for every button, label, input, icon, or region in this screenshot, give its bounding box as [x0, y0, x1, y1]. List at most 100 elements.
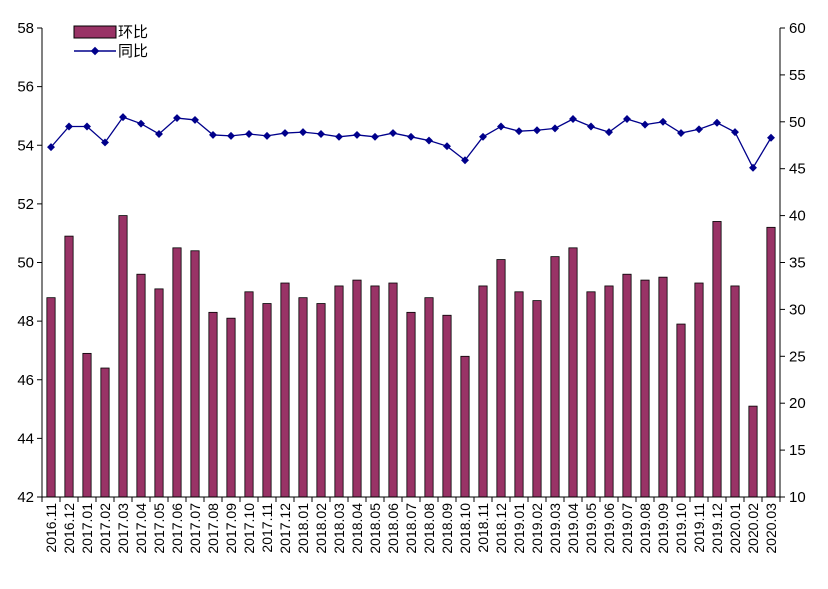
x-tick-label: 2019.07: [619, 503, 635, 554]
bar-mark: [478, 285, 488, 498]
right-tick-label: 40: [789, 208, 806, 225]
line-point: [281, 129, 289, 138]
line-point: [227, 131, 235, 140]
bar-mark: [424, 297, 434, 498]
bar-mark: [226, 317, 236, 498]
left-tick-label: 42: [17, 489, 34, 506]
x-tick-label: 2017.08: [205, 503, 221, 554]
bar-mark: [280, 282, 290, 498]
line-point: [677, 129, 685, 138]
line-point: [353, 130, 361, 139]
left-tick-label: 56: [17, 79, 34, 96]
line-point: [713, 118, 721, 127]
bar-mark: [514, 291, 524, 498]
x-tick-label: 2019.09: [655, 503, 671, 554]
x-tick-label: 2020.03: [763, 503, 779, 554]
x-tick-label: 2019.03: [547, 503, 563, 554]
line-point: [371, 132, 379, 141]
line-point: [335, 132, 343, 141]
bar-mark: [676, 323, 686, 498]
x-tick-label: 2018.02: [313, 503, 329, 554]
x-tick-label: 2018.06: [385, 503, 401, 554]
left-tick-label: 48: [17, 313, 34, 330]
bar-mark: [190, 250, 200, 498]
x-tick-label: 2016.11: [43, 503, 59, 553]
right-tick-label: 55: [789, 67, 806, 84]
line-point: [479, 132, 487, 141]
bar-mark: [352, 279, 362, 498]
line-point: [263, 131, 271, 140]
x-tick-label: 2018.04: [349, 503, 365, 554]
line-point: [101, 138, 109, 147]
left-tick-label: 44: [17, 430, 34, 447]
line-point: [641, 120, 649, 129]
x-tick-label: 2016.12: [61, 503, 77, 554]
line-point: [461, 156, 469, 165]
left-tick-label: 46: [17, 372, 34, 389]
line-point: [497, 122, 505, 131]
right-tick-label: 50: [789, 114, 806, 131]
line-point: [137, 119, 145, 128]
left-tick-label: 50: [17, 255, 34, 272]
bar-mark: [658, 276, 668, 498]
bar-mark: [370, 285, 380, 498]
bar-mark: [172, 247, 182, 498]
x-tick-label: 2019.08: [637, 503, 653, 554]
x-tick-label: 2017.04: [133, 503, 149, 554]
x-tick-label: 2018.10: [457, 503, 473, 554]
line-point: [407, 132, 415, 141]
line-point: [515, 127, 523, 136]
x-tick-label: 2017.02: [97, 503, 113, 554]
x-tick-label: 2017.07: [187, 503, 203, 554]
bar-mark: [154, 288, 164, 498]
bar-mark: [442, 314, 452, 498]
x-tick-label: 2020.01: [727, 503, 743, 554]
x-tick-label: 2019.04: [565, 503, 581, 554]
bar-mark: [640, 279, 650, 498]
bar-mark: [316, 303, 326, 498]
x-tick-label: 2019.06: [601, 503, 617, 554]
bar-mark: [460, 355, 470, 498]
right-tick-label: 30: [789, 301, 806, 318]
bar-mark: [406, 311, 416, 498]
legend-line-marker: [90, 46, 100, 56]
right-tick-label: 20: [789, 395, 806, 412]
bar-mark: [388, 282, 398, 498]
line-point: [659, 117, 667, 126]
bar-mark: [532, 300, 542, 498]
bar-mark: [622, 273, 632, 498]
legend-bar-swatch: [73, 25, 117, 39]
left-tick-label: 52: [17, 196, 34, 213]
x-tick-label: 2018.09: [439, 503, 455, 554]
bar-mark: [586, 291, 596, 498]
x-tick-label: 2017.03: [115, 503, 131, 554]
bar-mark: [82, 352, 92, 498]
bar-mark: [496, 259, 506, 498]
line-point: [245, 130, 253, 138]
bar-mark: [568, 247, 578, 498]
bar-mark: [136, 273, 146, 498]
x-tick-label: 2018.08: [421, 503, 437, 554]
x-tick-label: 2017.05: [151, 503, 167, 554]
x-tick-label: 2018.11: [475, 503, 491, 553]
right-tick-label: 15: [789, 442, 806, 459]
line-point: [209, 130, 217, 139]
line-point: [767, 133, 775, 142]
line-point: [695, 125, 703, 134]
legend: 环比 同比: [73, 24, 148, 60]
x-tick-label: 2020.02: [745, 503, 761, 554]
right-tick-label: 25: [789, 348, 806, 365]
x-tick-label: 2017.09: [223, 503, 239, 554]
legend-bar-label: 环比: [118, 24, 148, 41]
line-series-layer: [47, 113, 775, 172]
bar-mark: [604, 285, 614, 498]
x-tick-label: 2018.05: [367, 503, 383, 554]
bar-mark: [244, 291, 254, 498]
bar-mark: [712, 221, 722, 498]
line-point: [731, 128, 739, 137]
left-tick-label: 58: [17, 20, 34, 37]
bar-mark: [118, 215, 128, 498]
line-point: [749, 163, 757, 172]
line-point: [533, 126, 541, 135]
